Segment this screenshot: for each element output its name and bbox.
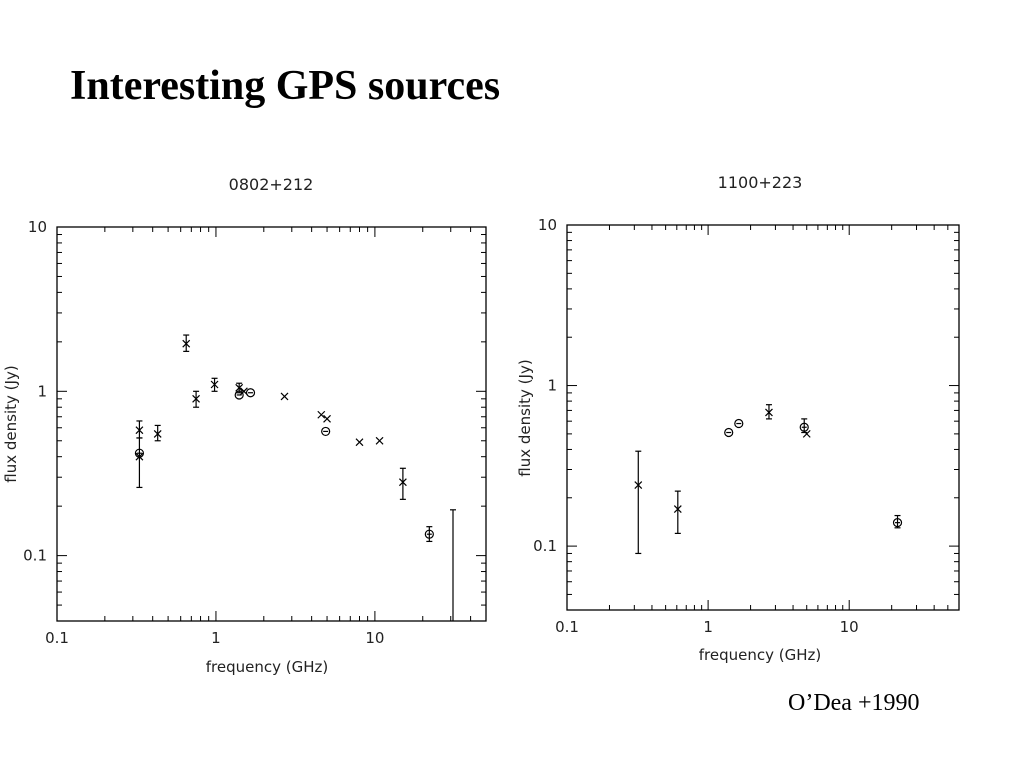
chart2-point-circle bbox=[799, 418, 809, 434]
chart1-marker-circle bbox=[245, 388, 256, 398]
chart1-point-cross bbox=[398, 467, 407, 500]
chart2-point-circle bbox=[734, 418, 744, 429]
chart2-marker-cross bbox=[634, 481, 643, 489]
chart1-point-circle bbox=[245, 388, 256, 398]
chart2-marker-cross bbox=[673, 505, 682, 514]
chart1-y-tick-label: 1 bbox=[37, 382, 47, 400]
chart2-marker-circle bbox=[734, 418, 744, 429]
chart1-point-cross bbox=[153, 424, 162, 442]
chart1-marker-circle bbox=[424, 529, 434, 539]
chart2-ticks bbox=[566, 224, 960, 611]
chart1-y-axis-label: flux density (Jy) bbox=[2, 365, 20, 482]
chart1-marker-cross bbox=[240, 387, 248, 396]
chart1-frame bbox=[56, 226, 487, 622]
chart1-plot: 0802+212 frequency (GHz) flux density (Jy)… bbox=[2, 175, 487, 676]
chart1-point-cross bbox=[135, 437, 144, 489]
chart2-point-cross bbox=[765, 404, 773, 420]
chart1-x-tick-label: 1 bbox=[211, 629, 221, 647]
chart1-y-tick-label: 10 bbox=[28, 218, 47, 236]
chart1-point-circle bbox=[321, 426, 331, 437]
chart2-point-circle bbox=[724, 427, 734, 438]
chart2-marker-circle bbox=[799, 422, 809, 432]
chart1-point-cross bbox=[375, 436, 384, 445]
chart2-plot: 1100+223 frequency (GHz) flux density (Jy)… bbox=[516, 173, 960, 664]
chart1-ticks bbox=[56, 226, 487, 622]
chart2-x-tick-label: 10 bbox=[840, 618, 859, 636]
chart1-marker-cross bbox=[135, 426, 144, 435]
chart1-point-circle bbox=[234, 390, 244, 400]
chart2-x-tick-label: 0.1 bbox=[555, 618, 579, 636]
chart1-point-cross bbox=[355, 438, 364, 447]
chart1-marker-cross bbox=[153, 430, 162, 438]
chart2-marker-cross bbox=[802, 429, 811, 438]
chart1-marker-circle bbox=[134, 448, 145, 458]
chart2-marker-circle bbox=[892, 518, 903, 528]
chart1-marker-cross bbox=[235, 383, 244, 392]
chart1-marker-cross bbox=[210, 380, 219, 389]
chart2-y-axis-label: flux density (Jy) bbox=[516, 359, 534, 476]
chart1-x-tick-label: 10 bbox=[365, 629, 384, 647]
chart1-title: 0802+212 bbox=[229, 175, 314, 194]
chart1-point-cross bbox=[210, 377, 219, 392]
chart2-marker-circle bbox=[724, 427, 734, 438]
chart1-point-cross bbox=[317, 410, 326, 419]
chart1-marker-cross bbox=[375, 436, 384, 445]
chart1-x-axis-label: frequency (GHz) bbox=[206, 658, 328, 676]
chart1-marker-circle bbox=[234, 390, 244, 400]
chart1-point-circle bbox=[134, 448, 145, 458]
chart2-point-cross bbox=[673, 490, 682, 534]
chart2-point-circle bbox=[892, 514, 903, 529]
chart2-x-tick-label: 1 bbox=[703, 618, 713, 636]
chart1-marker-cross bbox=[323, 414, 331, 423]
chart1-marker-cross bbox=[355, 438, 364, 447]
chart1-point-cross bbox=[182, 334, 191, 352]
chart1-point-cross bbox=[135, 420, 144, 439]
chart2-y-tick-label: 10 bbox=[538, 216, 557, 234]
chart1-marker-cross bbox=[398, 478, 407, 487]
chart1-x-tick-label: 0.1 bbox=[45, 629, 69, 647]
citation-credit: O’Dea +1990 bbox=[788, 690, 920, 716]
slide-title: Interesting GPS sources bbox=[70, 63, 501, 109]
chart2-x-axis-label: frequency (GHz) bbox=[699, 646, 821, 664]
chart1-marker-cross bbox=[280, 392, 289, 401]
chart1-marker-cross bbox=[192, 394, 201, 403]
chart1-y-tick-label: 0.1 bbox=[23, 547, 47, 565]
chart2-point-cross bbox=[634, 450, 643, 555]
chart1-point-cross bbox=[323, 414, 331, 423]
chart1-point-circle bbox=[424, 526, 434, 543]
chart1-marker-circle bbox=[321, 426, 331, 437]
chart1-marker-cross bbox=[317, 410, 326, 419]
chart1-point-cross bbox=[280, 392, 289, 401]
chart1-point-cross bbox=[192, 390, 201, 408]
chart2-y-tick-label: 0.1 bbox=[533, 537, 557, 555]
chart2-marker-cross bbox=[765, 408, 773, 417]
chart2-title: 1100+223 bbox=[718, 173, 803, 192]
chart1-point-errorbar-only bbox=[450, 509, 457, 621]
chart1-marker-cross bbox=[182, 339, 191, 348]
chart2-frame bbox=[566, 224, 960, 611]
chart2-y-tick-label: 1 bbox=[547, 377, 557, 395]
